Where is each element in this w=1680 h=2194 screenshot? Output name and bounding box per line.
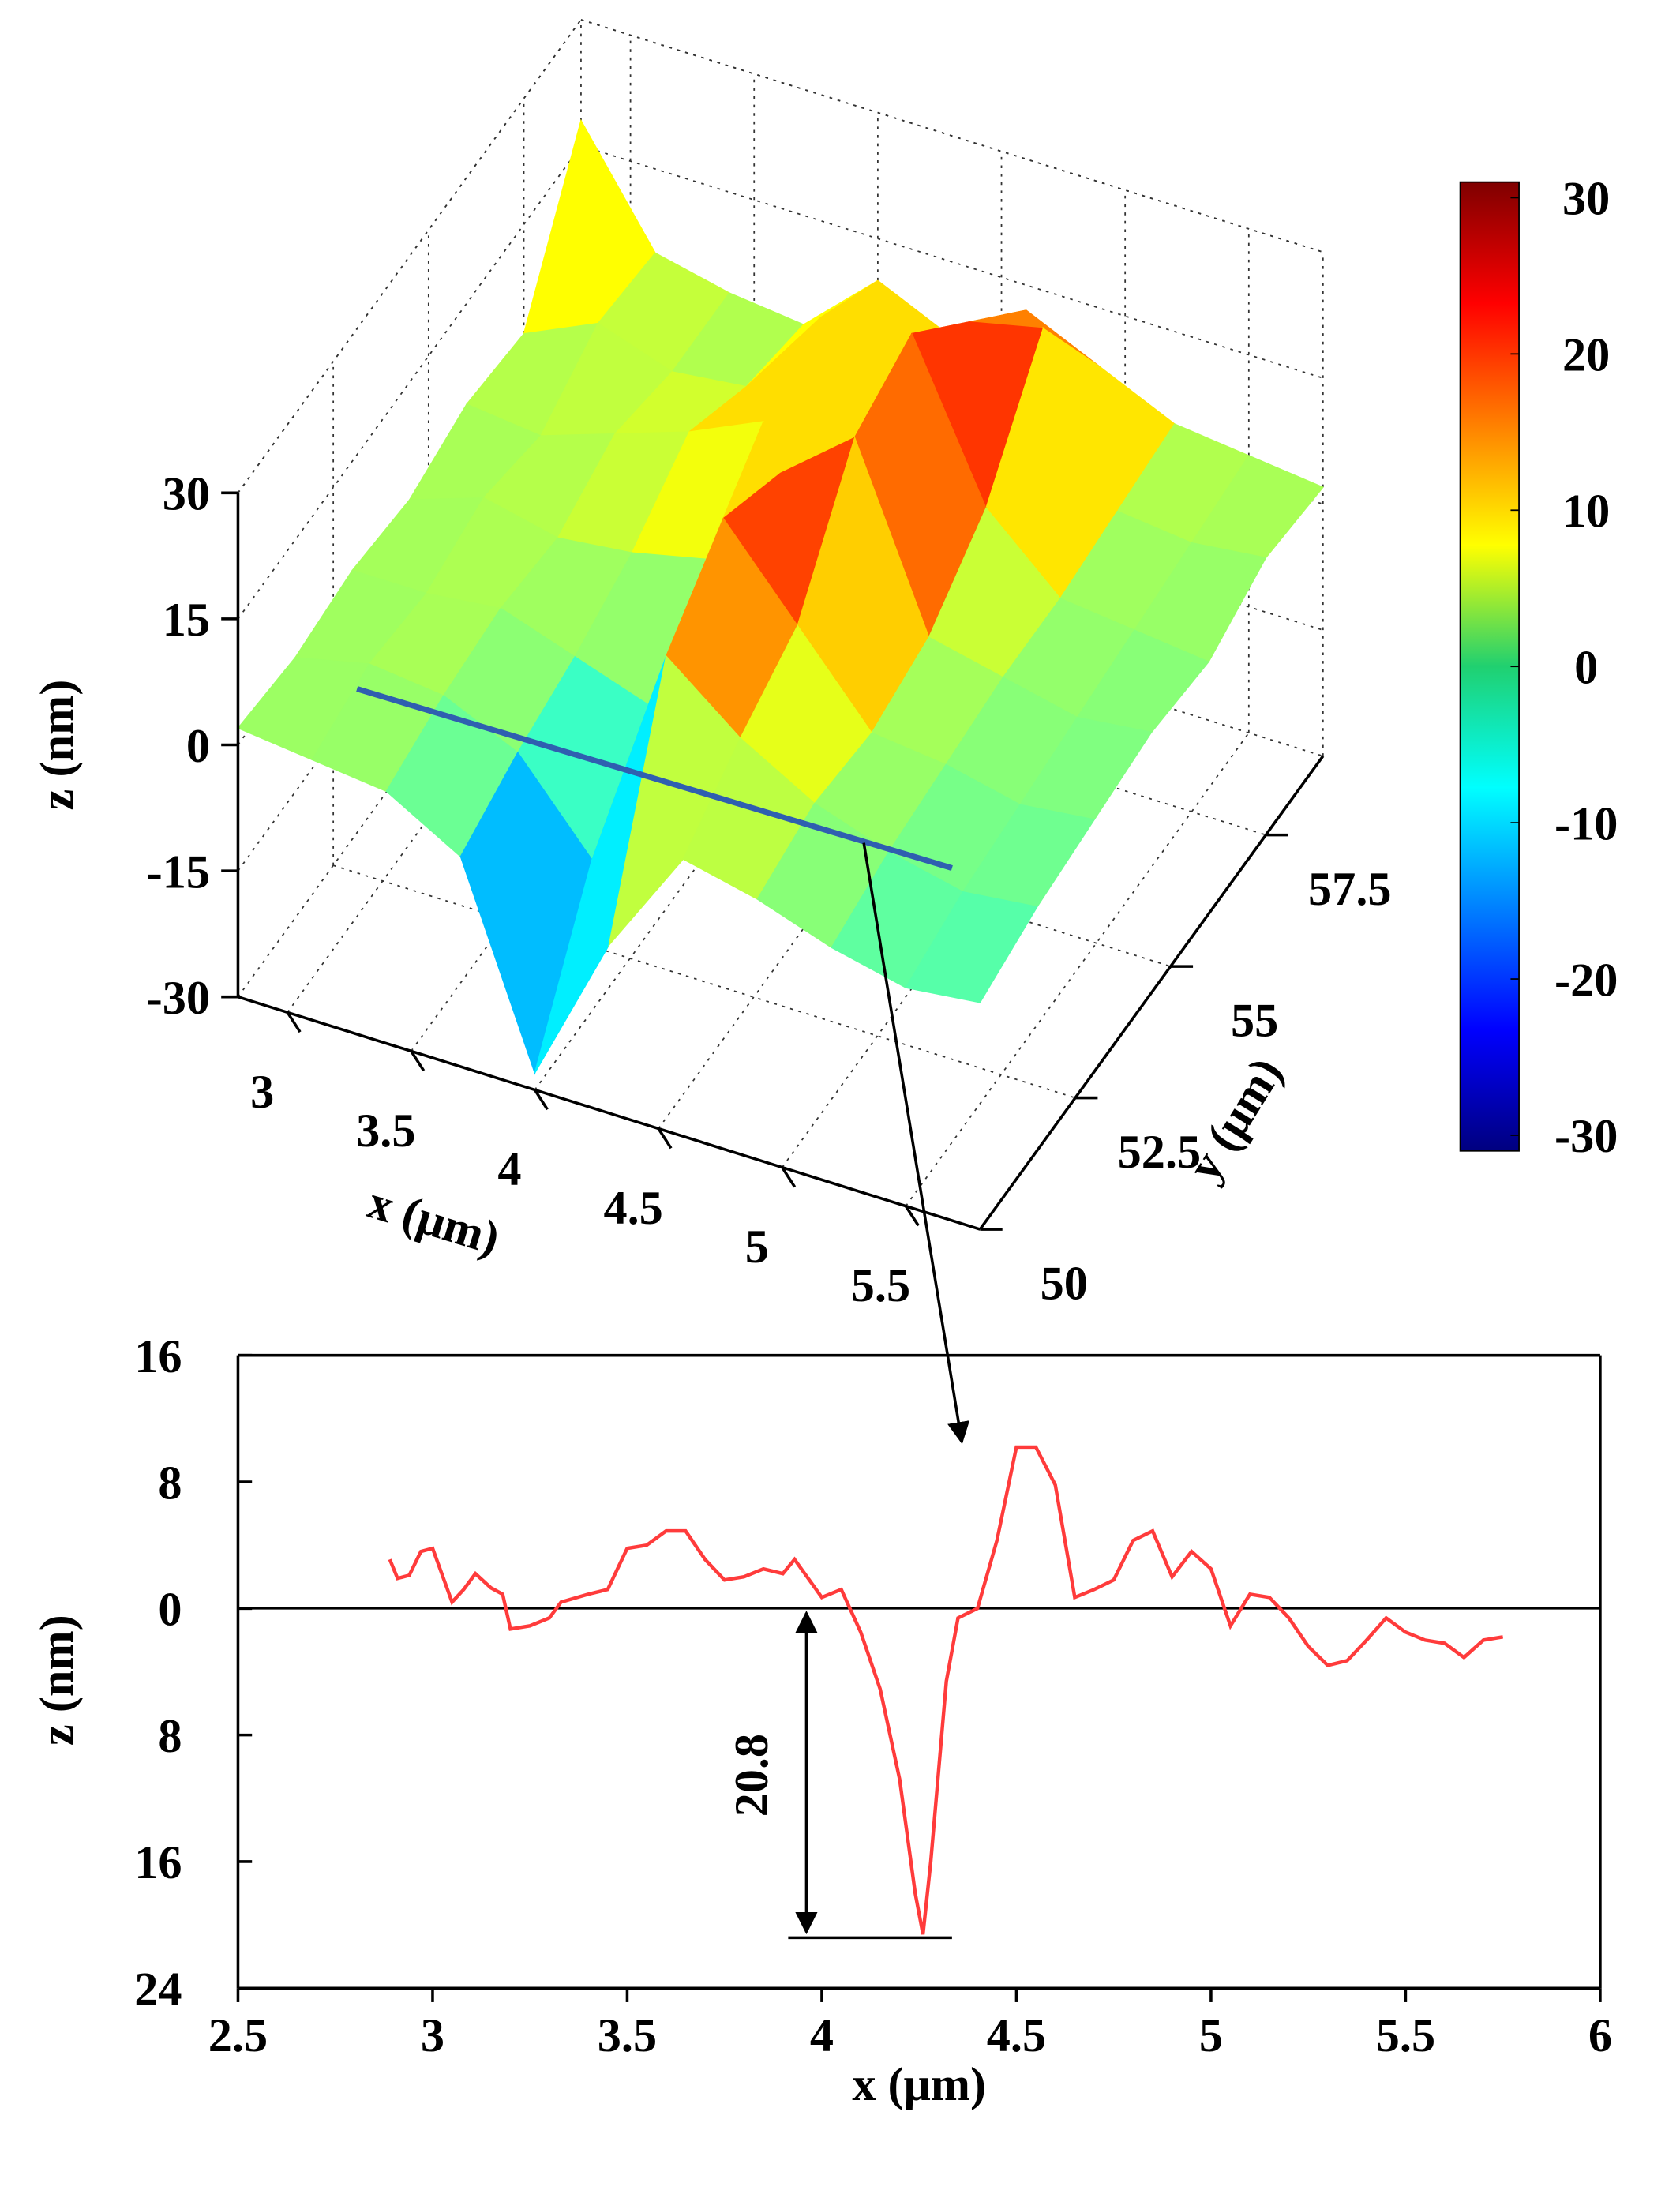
x-tick: [410, 1050, 426, 1072]
colorbar-tick-label: 30: [1562, 173, 1610, 226]
z-axis-title: z (nm): [31, 680, 84, 811]
x-tick: [657, 1127, 673, 1150]
x-tick-label: 3.5: [356, 1105, 415, 1157]
x-tick-label: 5: [1199, 2009, 1223, 2062]
x-tick: [904, 1205, 920, 1227]
y-tick-label: 8: [158, 1457, 182, 1510]
z-tick-label: 0: [186, 720, 210, 773]
z-tick-label: -15: [147, 846, 210, 898]
y-tick-label: 0: [158, 1584, 182, 1637]
y-axis-title: y (μm): [1177, 1048, 1293, 1190]
y-tick-label: 16: [134, 1330, 182, 1383]
colorbar-tick-label: 20: [1562, 329, 1610, 382]
x-axis-title: x (μm): [362, 1176, 506, 1266]
colorbar-tick-label: -20: [1554, 954, 1618, 1007]
x-tick-label: 4.5: [603, 1182, 662, 1235]
x-tick-label: 6: [1588, 2009, 1612, 2062]
annotation: 20.8: [726, 1734, 778, 1817]
y-tick-label: 55: [1231, 995, 1278, 1048]
z-tick-label: -30: [147, 972, 210, 1025]
y-tick-label: 24: [134, 1963, 182, 2016]
pointer-arrow: [862, 842, 970, 1445]
x-tick-label: 5.5: [851, 1259, 910, 1312]
y-tick-label: 52.5: [1118, 1126, 1202, 1179]
colorbar: [1459, 181, 1520, 1152]
x-tick-label: 4.5: [987, 2009, 1046, 2062]
y-axis-title: z (nm): [31, 1615, 84, 1746]
x-tick: [286, 1011, 302, 1033]
x-tick-label: 4: [810, 2009, 834, 2062]
z-tick-label: 30: [163, 468, 210, 521]
y-tick-label: 8: [158, 1710, 182, 1763]
grid-line: [580, 144, 1324, 379]
x-tick-label: 5: [745, 1221, 769, 1273]
surface-patch: [905, 891, 1038, 1003]
colorbar-tick-label: -30: [1554, 1110, 1618, 1163]
profile-line: [388, 1445, 1504, 1935]
x-tick-label: 5.5: [1376, 2009, 1435, 2062]
y-tick-label: 57.5: [1308, 863, 1392, 916]
x-tick-label: 2.5: [208, 2009, 268, 2062]
x-tick-label: 3.5: [598, 2009, 657, 2062]
x-tick: [533, 1089, 549, 1111]
x-axis: [237, 996, 981, 1231]
box-edge: [580, 19, 1324, 253]
colorbar-tick-label: 10: [1562, 486, 1610, 538]
z-tick-label: 15: [163, 594, 210, 647]
grid-line: [332, 864, 1076, 1099]
profile-line: [356, 686, 953, 871]
colorbar-tick-label: 0: [1574, 641, 1598, 694]
y-tick-label: 50: [1041, 1258, 1088, 1311]
x-tick-label: 4: [497, 1143, 521, 1196]
y-tick-label: 16: [134, 1836, 182, 1889]
x-tick: [781, 1166, 797, 1188]
x-tick-label: 3: [250, 1066, 274, 1119]
x-tick-label: 3: [421, 2009, 444, 2062]
colorbar-tick-label: -10: [1554, 797, 1618, 850]
x-axis-title: x (μm): [852, 2058, 986, 2111]
